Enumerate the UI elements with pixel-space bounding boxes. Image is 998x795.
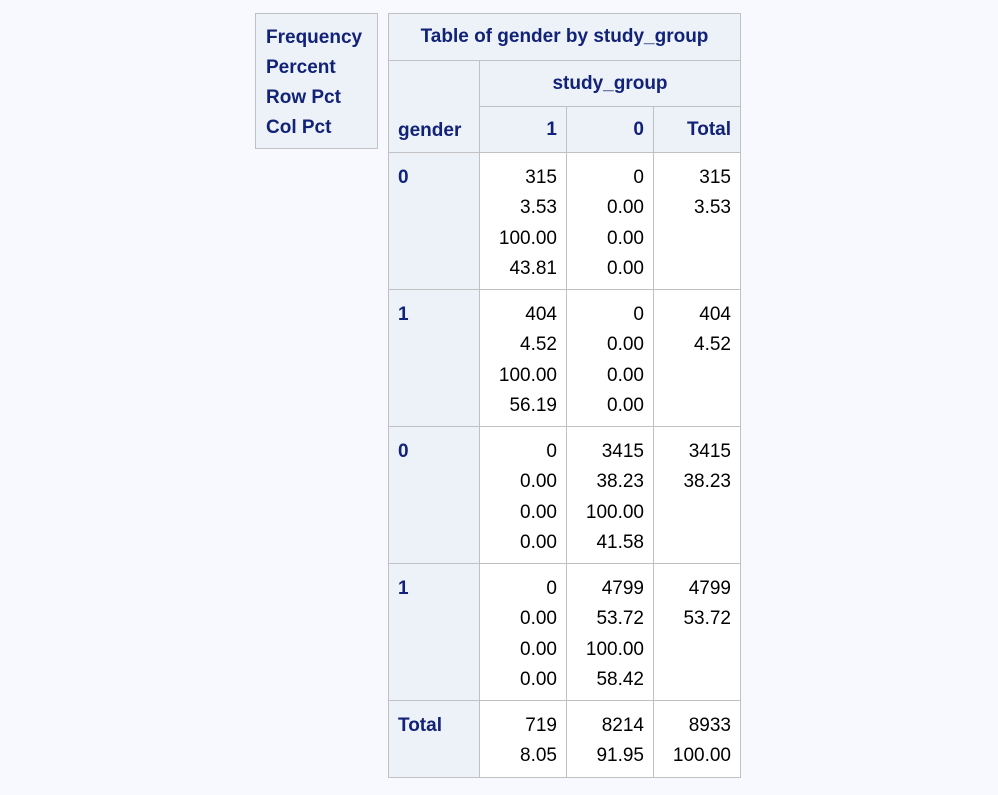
cell-value: 3415 bbox=[688, 441, 731, 462]
cell-value: 38.23 bbox=[683, 471, 731, 493]
cell-value: 53.72 bbox=[596, 608, 644, 630]
cell-value: 41.58 bbox=[596, 531, 644, 553]
table-row: 0 315 3.53 100.00 43.81 0 0.00 0.00 0.00 315 3.53 bbox=[388, 152, 741, 290]
table-cell: 4799 53.72 bbox=[653, 563, 741, 701]
cell-value: 100.00 bbox=[585, 501, 644, 523]
table-cell: 719 8.05 bbox=[479, 700, 567, 778]
cell-value: 404 bbox=[525, 304, 557, 325]
cell-value: 719 bbox=[525, 715, 557, 736]
cell-value: 91.95 bbox=[596, 745, 644, 767]
table-row: 1 0 0.00 0.00 0.00 4799 53.72 100.00 58.42 4799 53… bbox=[388, 563, 741, 701]
cell-value: 100.00 bbox=[585, 638, 644, 660]
cell-value: 4.52 bbox=[694, 334, 731, 356]
cell-value: 38.23 bbox=[596, 471, 644, 493]
cell-value: 315 bbox=[699, 167, 731, 188]
cell-value: 315 bbox=[525, 167, 557, 188]
table-title: Table of gender by study_group bbox=[388, 13, 741, 61]
cell-value: 100.00 bbox=[498, 364, 557, 386]
cell-value: 0.00 bbox=[607, 227, 644, 249]
cell-value: 0.00 bbox=[607, 334, 644, 356]
cell-value: 0 bbox=[546, 441, 557, 462]
cell-value: 0 bbox=[633, 304, 644, 325]
table-cell: 0 0.00 0.00 0.00 bbox=[479, 426, 567, 564]
cell-value: 0.00 bbox=[520, 608, 557, 630]
cell-value: 0.00 bbox=[520, 501, 557, 523]
cell-value: 0.00 bbox=[520, 638, 557, 660]
column-header: Total bbox=[653, 106, 741, 153]
row-header: 0 bbox=[388, 152, 480, 290]
col-var-header: study_group bbox=[479, 60, 741, 107]
table-cell: 3415 38.23 100.00 41.58 bbox=[566, 426, 654, 564]
row-header: 0 bbox=[388, 426, 480, 564]
cell-value: 8214 bbox=[601, 715, 644, 736]
cell-value: 0.00 bbox=[607, 257, 644, 279]
cell-value: 0.00 bbox=[607, 394, 644, 416]
cell-value: 3415 bbox=[601, 441, 644, 462]
table-cell: 8933 100.00 bbox=[653, 700, 741, 778]
cell-value: 58.42 bbox=[596, 668, 644, 690]
cell-value: 8.05 bbox=[520, 745, 557, 767]
row-header: 1 bbox=[388, 563, 480, 701]
cell-value: 8933 bbox=[688, 715, 731, 736]
table-row: Total 719 8.05 8214 91.95 8933 100.00 bbox=[388, 700, 741, 778]
table-row: 0 0 0.00 0.00 0.00 3415 38.23 100.00 41.58 3415 38… bbox=[388, 426, 741, 564]
legend-item: Col Pct bbox=[266, 117, 332, 138]
table-row: 1 404 4.52 100.00 56.19 0 0.00 0.00 0.00 404 4.52 bbox=[388, 289, 741, 427]
column-header: 1 bbox=[479, 106, 567, 153]
cell-value: 0.00 bbox=[520, 668, 557, 690]
legend-item: Percent bbox=[266, 57, 336, 78]
cell-value: 404 bbox=[699, 304, 731, 325]
cell-value: 0.00 bbox=[520, 471, 557, 493]
column-header: 0 bbox=[566, 106, 654, 153]
cell-value: 100.00 bbox=[498, 227, 557, 249]
cell-value: 0.00 bbox=[607, 364, 644, 386]
cell-value: 0 bbox=[546, 578, 557, 599]
cell-value: 3.53 bbox=[694, 197, 731, 219]
cell-value: 100.00 bbox=[672, 745, 731, 767]
cell-value: 3.53 bbox=[520, 197, 557, 219]
cell-value: 0.00 bbox=[520, 531, 557, 553]
table-cell: 404 4.52 bbox=[653, 289, 741, 427]
table-cell: 8214 91.95 bbox=[566, 700, 654, 778]
cell-value: 4799 bbox=[688, 578, 731, 599]
table-cell: 0 0.00 0.00 0.00 bbox=[566, 152, 654, 290]
table-cell: 404 4.52 100.00 56.19 bbox=[479, 289, 567, 427]
table-cell: 0 0.00 0.00 0.00 bbox=[479, 563, 567, 701]
cell-value: 4799 bbox=[601, 578, 644, 599]
cell-value: 4.52 bbox=[520, 334, 557, 356]
table-cell: 315 3.53 bbox=[653, 152, 741, 290]
cell-value: 0 bbox=[633, 167, 644, 188]
legend-item: Frequency bbox=[266, 27, 363, 48]
crosstab-table: Table of gender by study_group gender st… bbox=[388, 13, 741, 778]
statistics-legend: Frequency Percent Row Pct Col Pct bbox=[255, 13, 378, 149]
table-cell: 0 0.00 0.00 0.00 bbox=[566, 289, 654, 427]
cell-value: 0.00 bbox=[607, 197, 644, 219]
legend-item: Row Pct bbox=[266, 87, 341, 108]
row-var-header: gender bbox=[388, 60, 480, 153]
cell-value: 43.81 bbox=[509, 257, 557, 279]
table-cell: 3415 38.23 bbox=[653, 426, 741, 564]
row-header: Total bbox=[388, 700, 480, 778]
table-cell: 4799 53.72 100.00 58.42 bbox=[566, 563, 654, 701]
cell-value: 56.19 bbox=[509, 394, 557, 416]
table-cell: 315 3.53 100.00 43.81 bbox=[479, 152, 567, 290]
cell-value: 53.72 bbox=[683, 608, 731, 630]
row-header: 1 bbox=[388, 289, 480, 427]
